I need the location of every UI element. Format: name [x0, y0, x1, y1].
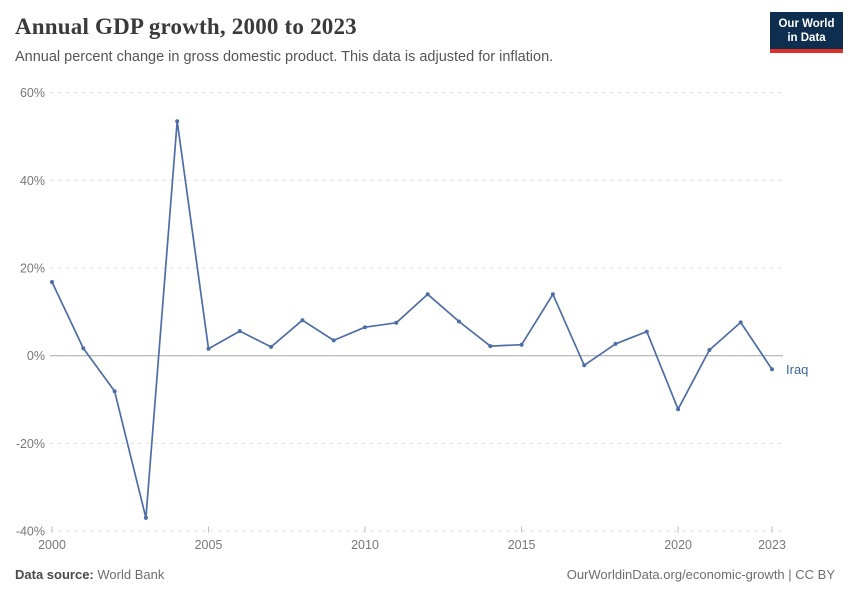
data-source: Data source: World Bank — [15, 567, 164, 582]
x-axis-tick-label: 2020 — [664, 538, 692, 552]
data-point[interactable] — [269, 344, 274, 349]
data-point[interactable] — [81, 346, 86, 351]
data-point[interactable] — [331, 338, 336, 343]
data-point[interactable] — [425, 292, 430, 297]
data-point[interactable] — [143, 515, 148, 520]
x-axis-tick-label: 2010 — [351, 538, 379, 552]
chart-title: Annual GDP growth, 2000 to 2023 — [15, 14, 357, 39]
data-point[interactable] — [237, 329, 242, 334]
x-axis-tick-label: 2015 — [508, 538, 536, 552]
y-axis-tick-label: -20% — [16, 437, 45, 451]
data-point[interactable] — [770, 367, 774, 372]
data-point[interactable] — [300, 318, 305, 323]
x-axis-tick-label: 2023 — [758, 538, 786, 552]
data-point[interactable] — [550, 292, 555, 297]
data-point[interactable] — [519, 342, 524, 347]
data-point[interactable] — [738, 320, 743, 325]
data-point[interactable] — [206, 346, 211, 351]
y-axis-tick-label: 60% — [20, 86, 45, 100]
y-axis-tick-label: 40% — [20, 174, 45, 188]
data-point[interactable] — [394, 320, 399, 325]
y-axis-tick-label: -40% — [16, 525, 45, 539]
data-point[interactable] — [488, 344, 493, 349]
y-axis-tick-label: 20% — [20, 262, 45, 276]
data-point[interactable] — [112, 389, 117, 394]
data-point[interactable] — [582, 363, 587, 368]
data-point[interactable] — [707, 348, 712, 352]
data-source-label: Data source: — [15, 567, 94, 582]
attribution-link[interactable]: OurWorldinData.org/economic-growth | CC … — [566, 567, 835, 582]
chart-header: Annual GDP growth, 2000 to 2023 Annual p… — [15, 13, 755, 66]
y-axis-tick-label: 0% — [27, 349, 45, 363]
series-label[interactable]: Iraq — [786, 362, 808, 377]
data-point[interactable] — [644, 329, 649, 334]
data-point[interactable] — [175, 119, 180, 124]
data-source-value: World Bank — [97, 567, 165, 582]
data-point[interactable] — [457, 319, 461, 324]
owid-logo-line1: Our World — [778, 18, 835, 30]
x-axis-tick-label: 2005 — [195, 538, 223, 552]
owid-logo[interactable]: Our World in Data — [770, 12, 843, 53]
data-point[interactable] — [613, 341, 618, 346]
data-point[interactable] — [363, 325, 367, 330]
x-axis-tick-label: 2000 — [38, 538, 66, 552]
chart-footer: Data source: World Bank OurWorldinData.o… — [15, 567, 835, 582]
chart-subtitle: Annual percent change in gross domestic … — [15, 49, 554, 65]
chart-line[interactable] — [51, 120, 773, 519]
data-point[interactable] — [50, 280, 54, 284]
owid-logo-line2: in Data — [787, 32, 826, 44]
data-point[interactable] — [676, 407, 681, 412]
